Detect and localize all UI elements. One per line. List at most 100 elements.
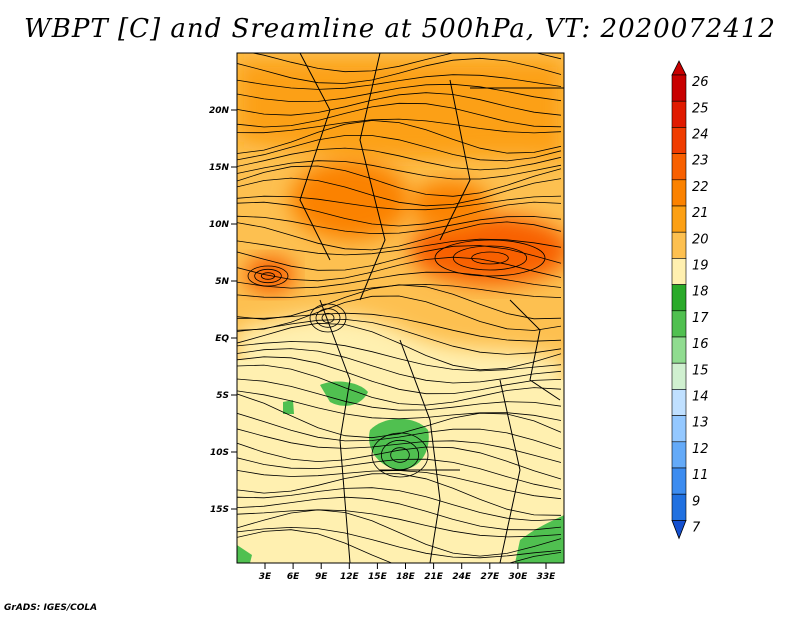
streamline: [237, 201, 562, 227]
streamline-swirl: [452, 245, 528, 271]
colorbar: 26 25 24 23 22 21 20 19 18 17 16 15 14 13 12 11 9 7: [671, 60, 709, 540]
lon-tick-label: 24E: [452, 572, 472, 582]
streamline: [237, 165, 562, 197]
lat-tick-label: 20N: [209, 106, 230, 116]
streamline: [237, 496, 562, 531]
colorbar-label: 23: [692, 154, 709, 169]
colorbar-swatch: [671, 153, 687, 181]
lat-tick-label: 5N: [215, 277, 229, 287]
streamline-swirl: [254, 268, 282, 284]
streamline: [237, 160, 562, 180]
streamline: [237, 412, 562, 450]
streamline: [237, 92, 562, 116]
colorbar-label: 13: [692, 416, 709, 431]
streamline-swirl: [471, 251, 509, 265]
colorbar-swatch: [671, 310, 687, 338]
colorbar-label: 19: [692, 259, 709, 274]
wbpt-fill: [237, 53, 564, 563]
colorbar-swatch: [671, 284, 687, 312]
streamline: [237, 509, 562, 557]
streamline: [237, 526, 562, 559]
streamline: [237, 256, 562, 282]
lon-tick-label: 15E: [368, 572, 388, 582]
lat-tick-label: 15S: [210, 505, 229, 515]
streamline: [237, 118, 562, 134]
streamline-swirl: [309, 303, 347, 333]
colorbar-label: 20: [692, 232, 709, 247]
streamline: [237, 221, 562, 251]
streamline: [237, 215, 562, 235]
lon-tick-label: 6E: [287, 572, 300, 582]
lat-tick-label: EQ: [215, 334, 229, 344]
streamline: [237, 147, 562, 171]
streamline-swirl: [434, 239, 546, 277]
colorbar-label: 24: [692, 128, 709, 143]
colorbar-swatch: [671, 231, 687, 259]
streamline: [237, 135, 562, 162]
streamline-swirl: [247, 265, 289, 287]
colorbar-label: 14: [692, 390, 709, 405]
lon-tick-label: 33E: [537, 572, 557, 582]
lon-tick-label: 3E: [259, 572, 272, 582]
country-borders: [299, 53, 564, 563]
streamline: [237, 271, 562, 289]
streamline: [237, 341, 562, 372]
colorbar-label: 12: [692, 442, 709, 457]
streamline: [237, 102, 562, 128]
streamline-swirl: [371, 432, 429, 478]
colorbar-swatch: [671, 205, 687, 233]
lon-tick-label: 27E: [480, 572, 500, 582]
colorbar-label: 16: [692, 337, 709, 352]
streamline: [237, 284, 562, 320]
colorbar-label: 21: [692, 206, 709, 221]
streamline: [237, 442, 562, 480]
longitude-axis: 3E 6E 9E 12E 15E 18E 21E 24E 27E 30E 33E: [259, 563, 556, 582]
lat-tick-label: 5S: [216, 391, 229, 401]
colorbar-swatch: [671, 415, 687, 443]
colorbar-swatch: [671, 74, 687, 102]
map-frame: [236, 52, 565, 564]
streamline: [237, 529, 562, 563]
streamline: [237, 390, 562, 421]
streamline: [237, 348, 562, 384]
colorbar-swatch: [671, 258, 687, 285]
colorbar-label: 9: [692, 494, 700, 509]
colorbar-swatch: [671, 441, 687, 469]
colorbar-label: 18: [692, 285, 709, 300]
lat-tick-label: 10N: [209, 220, 230, 230]
streamline: [237, 322, 562, 371]
colorbar-swatch: [671, 362, 687, 390]
streamline: [237, 469, 562, 500]
lat-tick-label: 15N: [209, 163, 230, 173]
colorbar-label: 15: [692, 363, 709, 378]
grads-credit: GrADS: IGES/COLA: [4, 603, 98, 613]
streamline: [237, 356, 562, 395]
colorbar-swatch: [671, 100, 687, 128]
lon-tick-label: 21E: [424, 572, 444, 582]
streamline-swirl: [315, 308, 341, 328]
streamline: [237, 378, 562, 411]
map-title: WBPT [C] and Sreamline at 500hPa, VT: 20…: [24, 14, 776, 44]
lon-tick-label: 9E: [315, 572, 328, 582]
streamline: [237, 120, 562, 154]
colorbar-swatch: [671, 389, 687, 416]
latitude-axis: 20N 15N 10N 5N EQ 5S 10S 15S: [209, 106, 237, 515]
lon-tick-label: 12E: [340, 572, 360, 582]
colorbar-label: 7: [692, 521, 701, 536]
streamline: [237, 318, 562, 355]
colorbar-label: 26: [692, 75, 709, 90]
streamline: [237, 177, 562, 207]
streamline: [237, 487, 562, 522]
colorbar-label: 25: [692, 101, 709, 116]
streamline-swirl: [260, 272, 276, 280]
streamline: [237, 238, 562, 256]
streamlines: [237, 53, 562, 563]
colorbar-swatch: [671, 336, 687, 364]
streamline-swirl: [390, 447, 410, 463]
colorbar-arrow-top: [671, 60, 687, 76]
streamline: [237, 245, 562, 271]
colorbar-label: 11: [692, 468, 709, 483]
colorbar-arrow-bottom: [671, 520, 687, 540]
streamline: [237, 509, 562, 538]
